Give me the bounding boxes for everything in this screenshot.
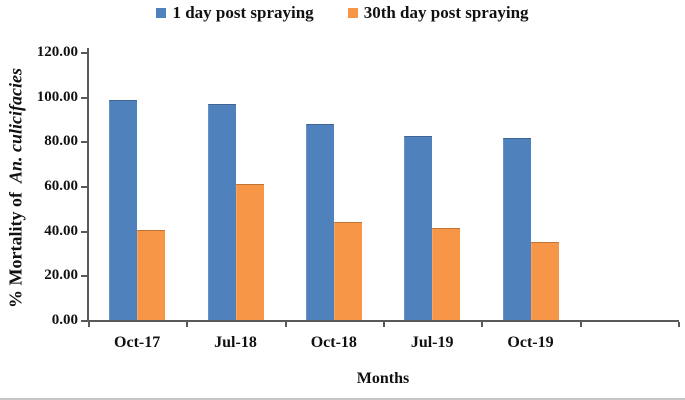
- bar-oct-17-day30: [137, 229, 166, 320]
- bar-jul-19-day30: [432, 227, 461, 320]
- y-axis-tick: [81, 320, 88, 322]
- y-axis-tick-label: 100.00: [36, 88, 78, 105]
- x-axis-tick: [481, 322, 484, 327]
- x-axis-category-label: Jul-19: [410, 334, 454, 351]
- bar-oct-19-day1: [502, 137, 531, 320]
- x-axis-tick: [186, 322, 189, 327]
- legend-swatch-icon: [156, 8, 167, 18]
- x-axis-category-label: Oct-19: [507, 334, 554, 351]
- legend-label: 1 day post spraying: [172, 3, 314, 22]
- x-axis-tick: [579, 322, 582, 327]
- bar-oct-17-day1: [109, 100, 138, 320]
- x-axis-title: Months: [356, 370, 410, 387]
- bar-oct-18-day1: [305, 124, 334, 320]
- y-axis-tick: [81, 186, 88, 188]
- y-axis-title-species: An. culicifacies: [5, 68, 26, 184]
- x-axis-category-label: Oct-18: [310, 334, 357, 351]
- y-axis-tick: [81, 52, 88, 54]
- y-axis-tick: [81, 141, 88, 144]
- y-axis-tick-label: 60.00: [44, 178, 78, 194]
- bar-jul-18-day30: [235, 183, 264, 320]
- x-axis-line: [81, 320, 679, 322]
- y-axis-tick-label: 20.00: [44, 267, 78, 284]
- y-axis-line: [87, 48, 89, 322]
- y-axis-tick-label: 40.00: [44, 222, 78, 239]
- x-axis-tick: [678, 322, 680, 327]
- chart-legend: 1 day post spraying 30th day post sprayin…: [0, 3, 685, 23]
- y-axis-title-text: % Mortality of: [5, 192, 26, 308]
- bar-jul-19-day1: [404, 136, 433, 320]
- bar-oct-18-day30: [333, 221, 362, 320]
- figure-bottom-border: [0, 398, 685, 400]
- x-axis-tick: [284, 322, 287, 327]
- legend-item: 1 day post spraying: [156, 3, 314, 23]
- y-axis-tick-label: 0.00: [51, 312, 78, 328]
- x-axis-tick: [383, 322, 385, 327]
- bar-jul-18-day1: [207, 103, 236, 320]
- legend-swatch-icon: [347, 8, 358, 18]
- bar-oct-19-day30: [530, 241, 559, 320]
- y-axis-tick: [81, 275, 88, 278]
- legend-item: 30th day post spraying: [347, 3, 529, 23]
- y-axis-tick: [81, 96, 88, 99]
- x-axis-category-label: Oct-17: [114, 334, 161, 351]
- legend-label: 30th day post spraying: [363, 3, 529, 22]
- x-axis-category-label: Jul-18: [214, 334, 257, 351]
- x-axis-tick: [88, 322, 90, 327]
- y-axis-tick-label: 120.00: [36, 44, 78, 60]
- y-axis-tick: [81, 230, 88, 233]
- y-axis-tick-label: 80.00: [44, 133, 78, 150]
